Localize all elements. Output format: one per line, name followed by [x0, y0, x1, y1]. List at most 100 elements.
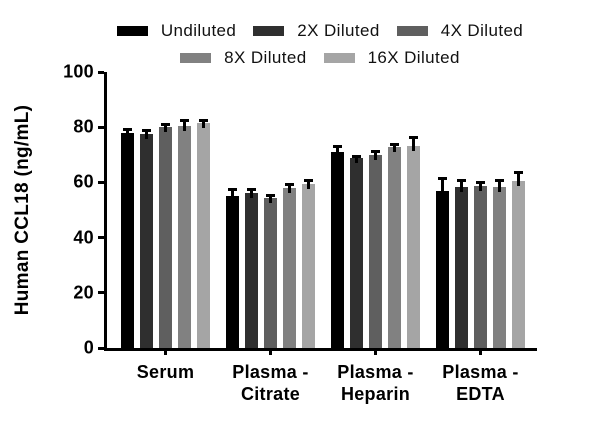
error-bar-cap	[304, 179, 313, 183]
error-bar-cap	[352, 154, 361, 158]
bar-16x-diluted	[407, 146, 420, 348]
y-ticks-layer: 0 20 40 60 80 100	[63, 62, 537, 358]
error-bar	[479, 182, 482, 191]
error-bar-cap	[161, 122, 170, 126]
error-bar-cap	[438, 176, 447, 180]
bar-8x-diluted	[493, 186, 506, 348]
y-axis-tick	[98, 125, 104, 129]
bar-16x-diluted	[512, 180, 525, 348]
y-axis-tick	[98, 70, 104, 74]
legend-item-16x-diluted: 16X Diluted	[323, 48, 460, 68]
x-axis-tick	[374, 348, 377, 355]
bar-2x-diluted	[350, 158, 363, 348]
bar-2x-diluted	[245, 193, 258, 348]
y-tick-label: 0	[83, 337, 94, 358]
bar-4x-diluted	[369, 155, 382, 348]
x-axis-tick	[164, 348, 167, 355]
error-bar-cap	[495, 178, 504, 182]
error-bar-cap	[285, 182, 294, 186]
x-category-label-line: Plasma -	[442, 362, 519, 382]
error-bar	[164, 124, 167, 133]
x-category-label: Plasma - Heparin	[316, 361, 436, 405]
legend-swatch-16x-diluted	[323, 53, 355, 63]
error-bar	[126, 129, 129, 138]
error-bar-cap	[371, 150, 380, 153]
x-category-labels: Serum Plasma - Citrate Plasma - Heparin Plasm…	[107, 361, 537, 411]
error-bar	[288, 184, 291, 194]
error-bar-cap	[333, 144, 342, 148]
error-bar-cap	[180, 119, 189, 123]
x-category-label-line: Plasma -	[232, 362, 309, 382]
error-bar	[336, 146, 339, 157]
legend-item-2x-diluted: 2X Diluted	[253, 21, 379, 41]
bar-2x-diluted	[140, 133, 153, 348]
error-bar	[202, 120, 205, 129]
x-axis-tick	[479, 348, 482, 355]
legend-label: 4X Diluted	[440, 21, 524, 40]
error-bar-cap	[199, 118, 208, 122]
y-tick-label: 20	[73, 282, 94, 303]
y-axis-title: Human CCL18 (ng/mL)	[6, 72, 40, 348]
bar-16x-diluted	[302, 184, 315, 348]
error-bar	[412, 137, 415, 152]
error-bar-cap	[409, 135, 418, 139]
bar-undiluted	[436, 190, 449, 348]
legend-label: 16X Diluted	[367, 48, 460, 67]
legend-row-2: 8X Diluted 16X Diluted	[100, 48, 540, 68]
x-category-label: Plasma - Citrate	[211, 361, 331, 405]
bar-4x-diluted	[264, 198, 277, 348]
error-bar-cap	[123, 127, 132, 131]
error-bar	[183, 120, 186, 131]
error-bar	[498, 180, 501, 192]
legend-swatch-4x-diluted	[396, 26, 428, 36]
y-axis-tick	[98, 346, 104, 350]
error-bar	[393, 144, 396, 153]
legend-row-1: Undiluted 2X Diluted 4X Diluted	[100, 21, 540, 41]
y-tick-label: 80	[73, 116, 94, 137]
bar-4x-diluted	[159, 127, 172, 348]
error-bar	[250, 189, 253, 199]
y-axis-tick	[98, 236, 104, 240]
y-tick-label: 40	[73, 227, 94, 248]
bar-2x-diluted	[455, 186, 468, 348]
error-bar	[145, 130, 148, 139]
x-category-label-line: Heparin	[340, 384, 411, 404]
legend-swatch-8x-diluted	[180, 53, 212, 63]
legend-swatch-undiluted	[116, 26, 148, 36]
chart-legend: Undiluted 2X Diluted 4X Diluted 8X Dilut…	[100, 21, 540, 68]
bars-layer	[107, 72, 537, 348]
error-bar-cap	[247, 187, 256, 191]
error-bar	[231, 189, 234, 201]
bar-8x-diluted	[178, 125, 191, 348]
error-bar-cap	[476, 181, 485, 185]
bar-undiluted	[226, 195, 239, 348]
error-bar	[441, 178, 444, 196]
bar-undiluted	[331, 151, 344, 348]
x-ticks-layer	[107, 72, 537, 355]
x-category-label-line: Citrate	[240, 384, 301, 404]
legend-label: Undiluted	[160, 21, 237, 40]
x-axis-tick	[269, 348, 272, 355]
error-bar-cap	[514, 170, 523, 174]
bar-16x-diluted	[197, 123, 210, 348]
error-bar	[460, 180, 463, 192]
bar-undiluted	[121, 132, 134, 348]
plot-area: 0 20 40 60 80 100	[63, 62, 537, 358]
x-category-label-line: EDTA	[456, 384, 505, 404]
error-bar-cap	[142, 129, 151, 133]
error-bar-cap	[266, 193, 275, 197]
error-bar-cap	[457, 179, 466, 183]
legend-item-8x-diluted: 8X Diluted	[180, 48, 306, 68]
bar-8x-diluted	[283, 188, 296, 348]
legend-label: 2X Diluted	[297, 21, 380, 40]
y-axis-tick	[98, 291, 104, 295]
y-axis-tick	[98, 180, 104, 184]
error-bar	[355, 156, 358, 164]
bar-8x-diluted	[388, 147, 401, 348]
bar-4x-diluted	[474, 185, 487, 348]
error-bar	[269, 195, 272, 204]
error-bar	[517, 172, 520, 186]
y-tick-label: 100	[63, 61, 94, 82]
x-category-label: Plasma - EDTA	[421, 361, 541, 405]
